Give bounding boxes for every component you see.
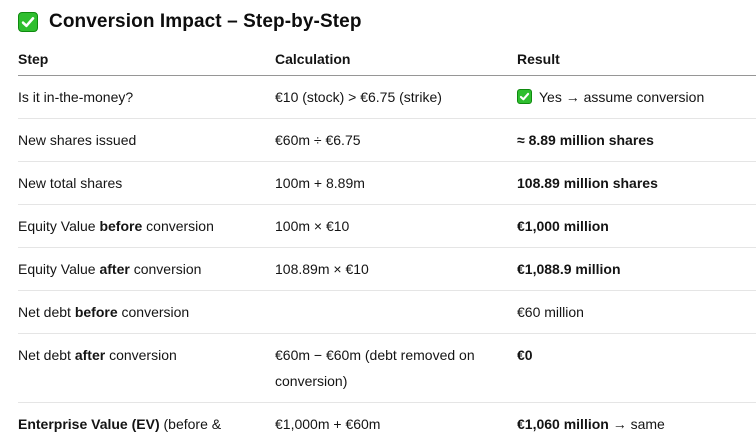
step-cell: Equity Value after conversion — [18, 247, 275, 291]
step-text-bold: Enterprise Value (EV) — [18, 416, 160, 432]
result-cell: €0 — [517, 333, 756, 403]
check-emoji-icon — [18, 12, 38, 32]
result-text: ≈ 8.89 million shares — [517, 132, 654, 148]
calc-cell — [275, 290, 517, 334]
result-text: → same — [608, 416, 665, 432]
column-header-result: Result — [517, 43, 756, 76]
table-row: New total shares 100m + 8.89m 108.89 mil… — [18, 161, 756, 205]
step-text: Net debt — [18, 347, 75, 363]
table-row: Is it in-the-money? €10 (stock) > €6.75 … — [18, 75, 756, 119]
calc-cell: 100m + 8.89m — [275, 161, 517, 205]
table-row: Equity Value before conversion 100m × €1… — [18, 204, 756, 248]
result-cell: €1,060 million → same — [517, 403, 756, 438]
step-text: conversion — [105, 347, 177, 363]
step-text: conversion — [117, 304, 190, 320]
check-emoji-icon — [517, 89, 532, 104]
column-header-step: Step — [18, 43, 275, 76]
result-cell: €1,000 million — [517, 204, 756, 248]
page-title: Conversion Impact – Step-by-Step — [49, 11, 362, 32]
calc-cell: 100m × €10 — [275, 204, 517, 248]
step-cell: Equity Value before conversion — [18, 204, 275, 248]
step-text: Equity Value — [18, 218, 100, 234]
step-text: Net debt — [18, 304, 75, 320]
table-header-row: Step Calculation Result — [18, 43, 756, 76]
table-row: Enterprise Value (EV) (before & after) €… — [18, 403, 756, 438]
step-cell: New shares issued — [18, 118, 275, 162]
result-text: €1,088.9 million — [517, 261, 621, 277]
calc-cell: 108.89m × €10 — [275, 247, 517, 291]
result-cell: €1,088.9 million — [517, 247, 756, 291]
result-text: €60 million — [517, 304, 584, 320]
table-row: Equity Value after conversion 108.89m × … — [18, 247, 756, 291]
column-header-calculation: Calculation — [275, 43, 517, 76]
step-text-bold: before — [99, 218, 143, 234]
table-row: New shares issued €60m ÷ €6.75 ≈ 8.89 mi… — [18, 118, 756, 162]
title-row: Conversion Impact – Step-by-Step — [0, 0, 756, 35]
table-row: Net debt after conversion €60m − €60m (d… — [18, 333, 756, 403]
calc-text: €60m ÷ €6.75 — [275, 132, 361, 148]
conversion-impact-table: Step Calculation Result Is it in-the-mon… — [18, 43, 756, 438]
step-text-bold: after — [74, 347, 106, 363]
result-cell: 108.89 million shares — [517, 161, 756, 205]
step-text-bold: before — [74, 304, 118, 320]
result-text: €0 — [517, 347, 533, 363]
step-text: New total shares — [18, 175, 123, 191]
step-text: Is it in-the-money? — [18, 89, 134, 105]
result-cell: €60 million — [517, 290, 756, 334]
calc-text: €1,000m + €60m — [275, 416, 381, 432]
calc-text: 108.89m × €10 — [275, 261, 369, 277]
step-text: conversion — [142, 218, 214, 234]
calc-cell: €60m ÷ €6.75 — [275, 118, 517, 162]
result-text: 108.89 million shares — [517, 175, 658, 191]
calc-text: €60m − €60m (debt removed on conversion) — [275, 347, 475, 389]
table-row: Net debt before conversion €60 million — [18, 290, 756, 334]
step-cell: Net debt before conversion — [18, 290, 275, 334]
step-text: Equity Value — [18, 261, 100, 277]
step-cell: Is it in-the-money? — [18, 75, 275, 119]
step-cell: Net debt after conversion — [18, 333, 275, 403]
result-cell: Yes → assume conversion — [517, 75, 756, 119]
step-text: New shares issued — [18, 132, 137, 148]
result-cell: ≈ 8.89 million shares — [517, 118, 756, 162]
calc-cell: €1,000m + €60m — [275, 403, 517, 438]
step-text-bold: after — [99, 261, 130, 277]
step-cell: New total shares — [18, 161, 275, 205]
calc-cell: €10 (stock) > €6.75 (strike) — [275, 75, 517, 119]
result-text: Yes → assume conversion — [539, 89, 705, 105]
step-text: conversion — [129, 261, 202, 277]
step-text: (before & after) — [163, 416, 222, 432]
result-text: €1,060 million — [517, 416, 609, 432]
calc-text: 100m × €10 — [275, 218, 350, 234]
calc-cell: €60m − €60m (debt removed on conversion) — [275, 333, 517, 403]
calc-text: 100m + 8.89m — [275, 175, 365, 191]
result-text: €1,000 million — [517, 218, 609, 234]
calc-text: €10 (stock) > €6.75 (strike) — [275, 89, 442, 105]
step-cell: Enterprise Value (EV) (before & after) — [18, 403, 275, 438]
